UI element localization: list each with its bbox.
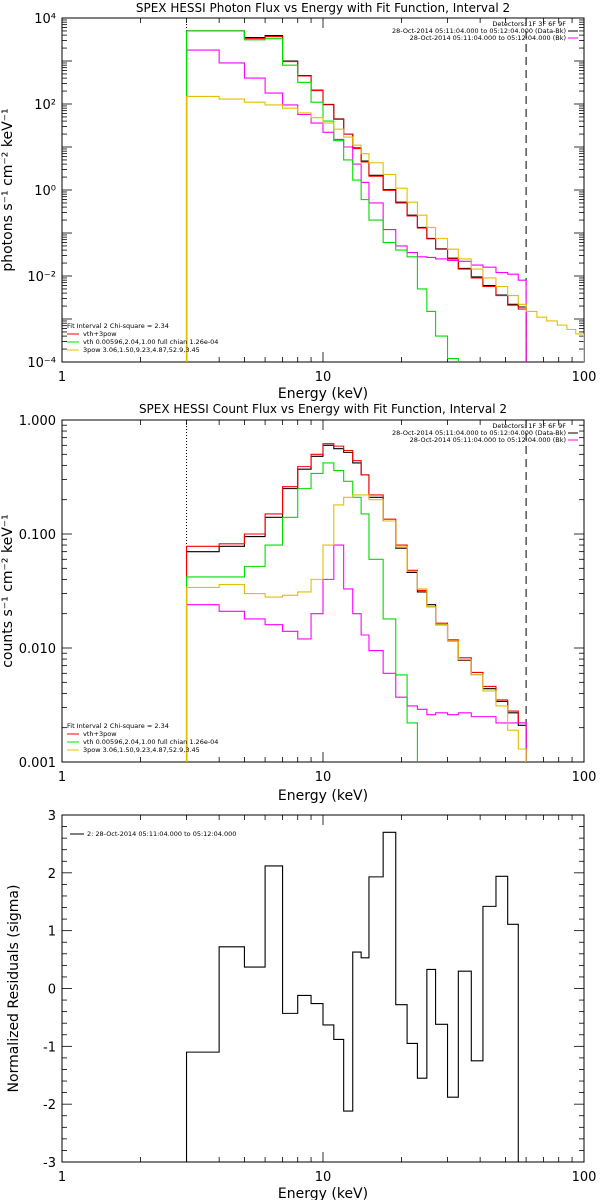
x-tick-label: 100 bbox=[572, 1170, 597, 1185]
y-tick-label: 10⁻² bbox=[27, 270, 56, 285]
series-line-4 bbox=[185, 95, 584, 362]
legend-entry: vth 0.00596,2.04,1.00 full chian 1.26e-0… bbox=[83, 738, 218, 746]
series-line-0 bbox=[185, 831, 519, 1162]
chart-title: SPEX HESSI Photon Flux vs Energy with Fi… bbox=[136, 1, 510, 15]
series-line-3 bbox=[185, 30, 459, 362]
legend-entry: 28-Oct-2014 05:11:04.000 to 05:12:04.000… bbox=[392, 27, 566, 35]
x-tick-label: 1 bbox=[58, 770, 66, 785]
x-ticks: 1 10 100 bbox=[58, 815, 597, 1185]
y-axis-label: counts s⁻¹ cm⁻² keV⁻¹ bbox=[0, 514, 16, 668]
legend-entry: Fit Interval 2 Chi-square = 2.34 bbox=[67, 322, 169, 330]
legend-top-left: 2: 28-Oct-2014 05:11:04.000 to 05:12:04.… bbox=[70, 830, 236, 838]
y-tick-label: 10⁻⁴ bbox=[27, 356, 56, 371]
x-tick-label: 10 bbox=[315, 770, 332, 785]
y-axis-label: photons s⁻¹ cm⁻² keV⁻¹ bbox=[0, 108, 16, 271]
y-tick-label: 2 bbox=[48, 867, 56, 882]
x-axis-label: Energy (keV) bbox=[278, 1186, 368, 1200]
legend-bottom-left: Fit Interval 2 Chi-square = 2.34vth+3pow… bbox=[67, 322, 218, 354]
count-flux-panel: SPEX HESSI Count Flux vs Energy with Fit… bbox=[0, 402, 596, 804]
legend-entry: vth 0.00596,2.04,1.00 full chian 1.26e-0… bbox=[83, 338, 218, 346]
x-tick-label: 1 bbox=[58, 1170, 66, 1185]
legend-entry: vth+3pow bbox=[83, 730, 117, 738]
y-tick-label: 0.010 bbox=[19, 642, 56, 657]
legend-entry: 28-Oct-2014 05:11:04.000 to 05:12:04.000… bbox=[392, 429, 566, 437]
y-tick-label: 3 bbox=[48, 809, 56, 824]
series-group bbox=[185, 443, 527, 762]
legend-bottom-left: Fit Interval 2 Chi-square = 2.34vth+3pow… bbox=[67, 722, 218, 754]
legend-entry: vth+3pow bbox=[83, 330, 117, 338]
x-tick-label: 10 bbox=[315, 370, 332, 385]
plot-frame bbox=[61, 814, 585, 1163]
photon-flux-panel: SPEX HESSI Photon Flux vs Energy with Fi… bbox=[0, 1, 596, 402]
series-line-3 bbox=[185, 462, 418, 762]
series-line-2 bbox=[185, 49, 527, 362]
y-tick-label: 0.001 bbox=[19, 756, 56, 771]
legend-entry: 3pow 3.06,1.50,9.23,4.87,52.9,3.45 bbox=[83, 746, 200, 754]
chart-title: SPEX HESSI Count Flux vs Energy with Fit… bbox=[139, 402, 507, 416]
legend-entry: 28-Oct-2014 05:11:04.000 to 05:12:04.000… bbox=[410, 436, 566, 444]
legend-entry: Detectors: 1F 3F 6F 9F bbox=[492, 20, 566, 28]
y-tick-label: 1 bbox=[48, 925, 56, 940]
series-line-2 bbox=[185, 544, 527, 762]
y-ticks: 1.000 0.100 0.010 0.001 bbox=[19, 414, 584, 771]
y-ticks: 10⁴ 10² 10⁰ 10⁻² 10⁻⁴ bbox=[27, 12, 584, 371]
y-tick-label: 1.000 bbox=[19, 414, 56, 429]
x-tick-label: 100 bbox=[572, 370, 597, 385]
y-ticks: 3 2 1 0 -1 -2 -3 bbox=[43, 809, 584, 1171]
series-line-1 bbox=[185, 443, 527, 762]
x-axis-label: Energy (keV) bbox=[278, 386, 368, 402]
legend-entry: 2: 28-Oct-2014 05:11:04.000 to 05:12:04.… bbox=[87, 830, 236, 838]
series-line-1 bbox=[185, 30, 527, 362]
series-line-0 bbox=[185, 30, 527, 362]
y-axis-label: Normalized Residuals (sigma) bbox=[6, 885, 22, 1093]
x-tick-label: 10 bbox=[315, 1170, 332, 1185]
legend-entry: Fit Interval 2 Chi-square = 2.34 bbox=[67, 722, 169, 730]
x-axis-label: Energy (keV) bbox=[278, 788, 368, 804]
legend-entry: Detectors: 1F 3F 6F 9F bbox=[492, 422, 566, 430]
y-tick-label: -2 bbox=[43, 1098, 56, 1113]
legend-entry: 3pow 3.06,1.50,9.23,4.87,52.9,3.45 bbox=[83, 346, 200, 354]
x-tick-label: 1 bbox=[58, 370, 66, 385]
y-tick-label: 10⁴ bbox=[34, 12, 56, 27]
y-tick-label: -3 bbox=[43, 1156, 56, 1171]
series-line-4 bbox=[185, 494, 527, 762]
y-tick-label: 0 bbox=[48, 983, 56, 998]
legend-entry: 28-Oct-2014 05:11:04.000 to 05:12:04.000… bbox=[410, 34, 566, 42]
y-tick-label: 10⁰ bbox=[34, 184, 56, 199]
y-tick-label: 10² bbox=[34, 98, 56, 113]
y-tick-label: 0.100 bbox=[19, 528, 56, 543]
series-group bbox=[185, 30, 584, 362]
series-group bbox=[185, 831, 519, 1162]
x-tick-label: 100 bbox=[572, 770, 597, 785]
plot-frame bbox=[61, 17, 585, 363]
y-tick-label: -1 bbox=[43, 1040, 56, 1055]
